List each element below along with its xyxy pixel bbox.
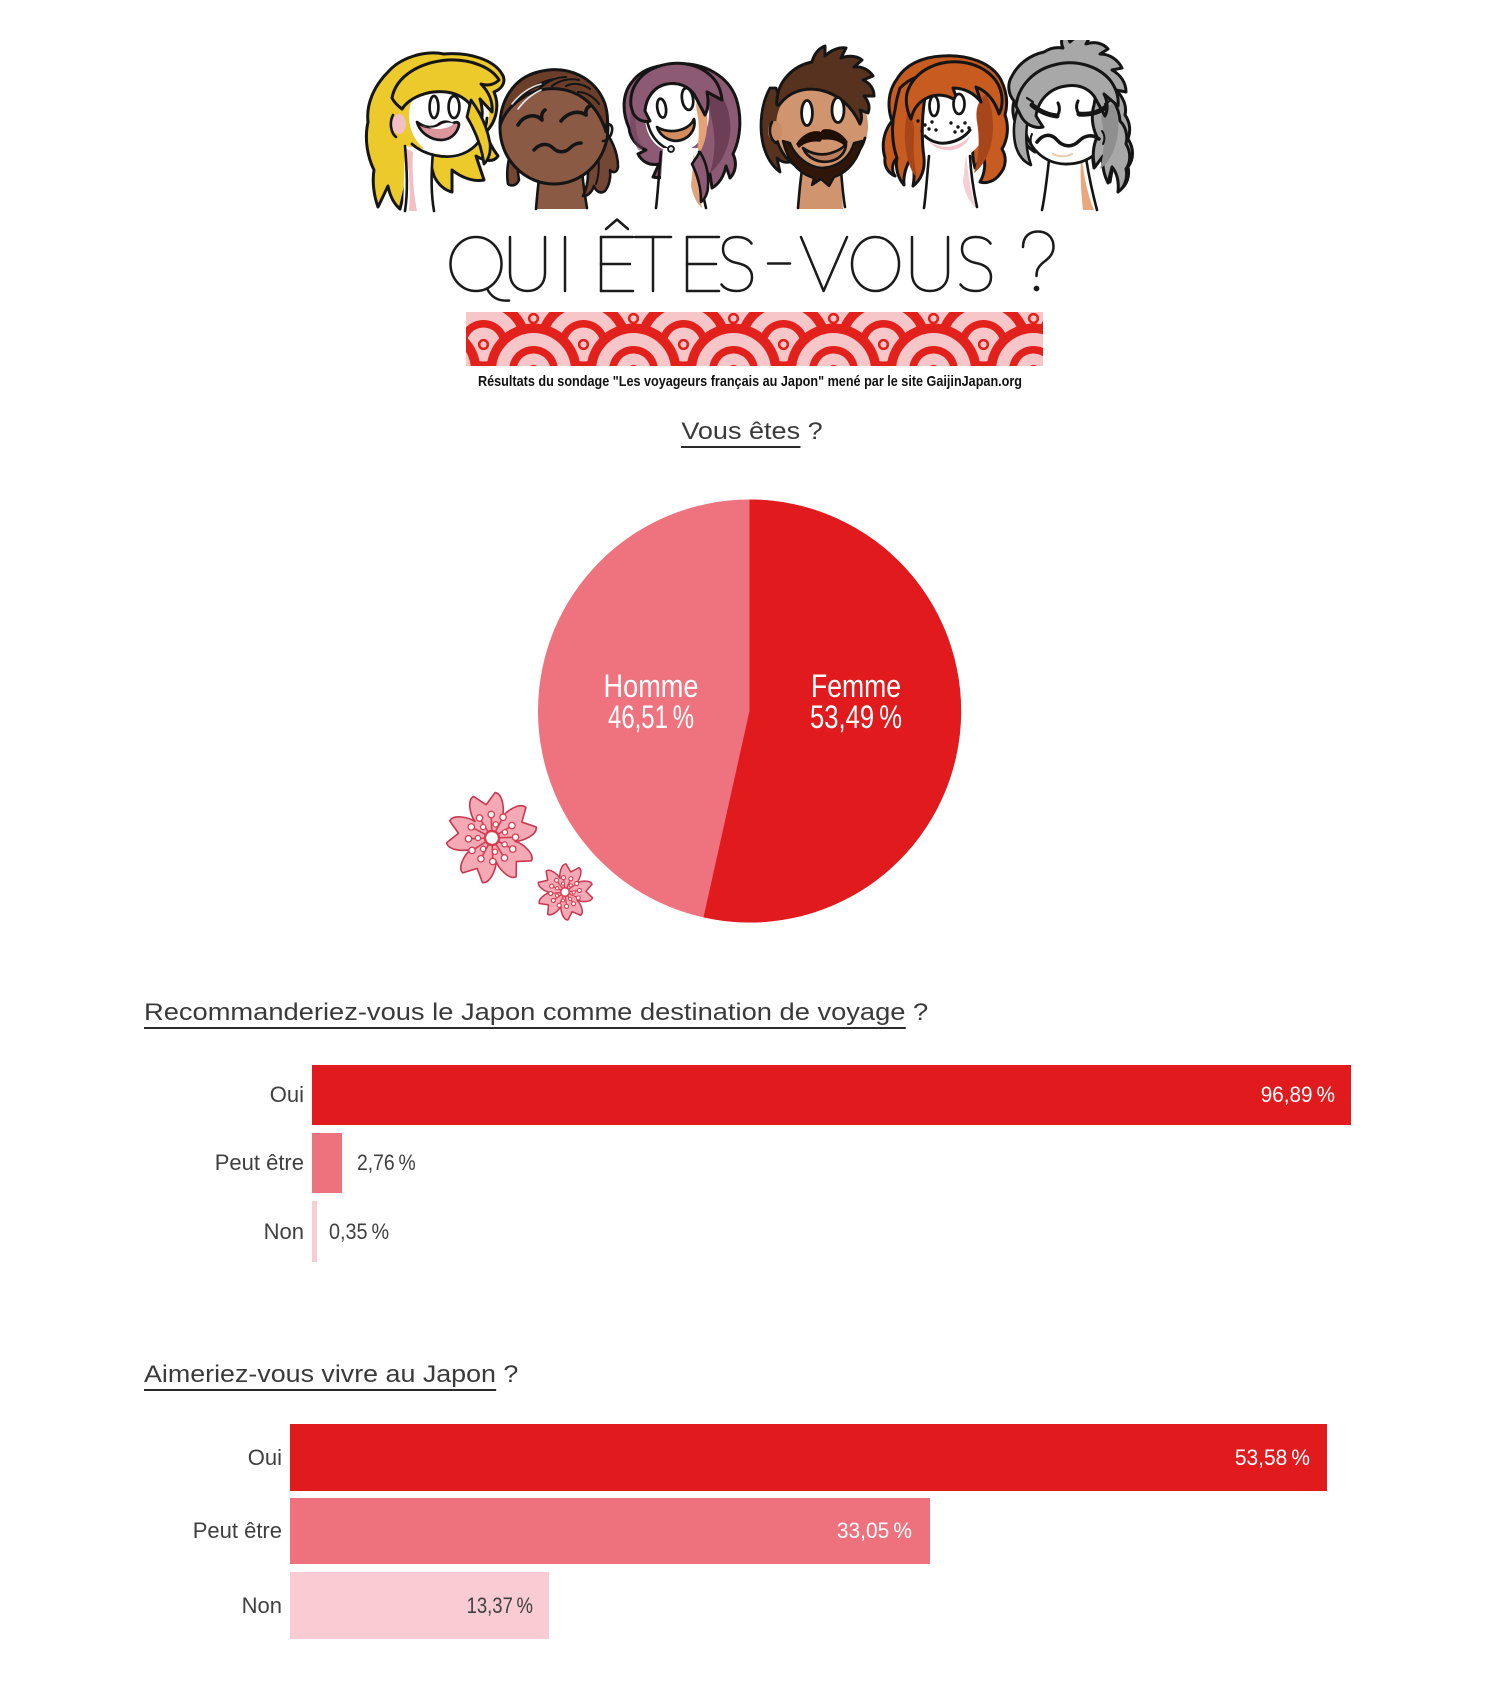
svg-text:Homme: Homme (604, 668, 699, 704)
svg-text:46,51 %: 46,51 % (608, 699, 694, 735)
svg-text:Femme: Femme (811, 668, 901, 704)
svg-text:53,49 %: 53,49 % (810, 699, 902, 735)
